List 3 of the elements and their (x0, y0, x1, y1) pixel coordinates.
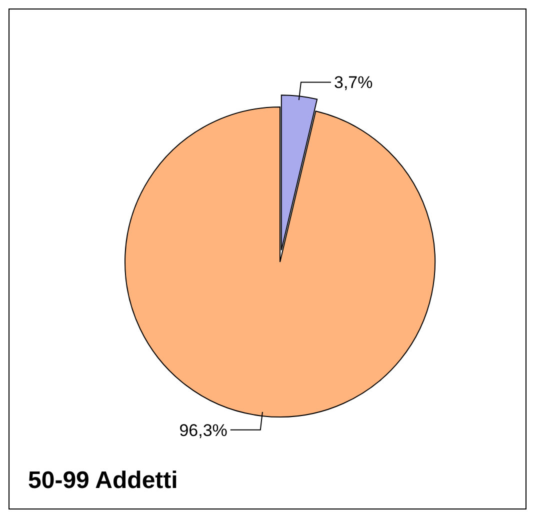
data-label: 96,3% (179, 420, 228, 440)
text: 50-99 Addetti (28, 467, 178, 494)
data-label: 3,7% (334, 73, 373, 92)
